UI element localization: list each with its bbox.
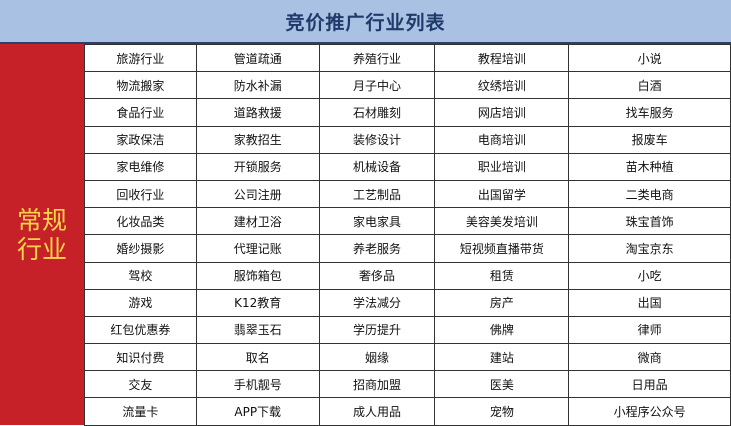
industry-cell: 建站 [434, 343, 570, 372]
category-column: 常规行业 [0, 44, 84, 425]
industry-cell: 招商加盟 [318, 370, 436, 399]
industry-cell: 小程序公众号 [568, 397, 731, 426]
industry-cell: 翡翠玉石 [195, 315, 320, 345]
industry-cell: 交友 [84, 370, 197, 399]
industry-cell: 报废车 [568, 125, 731, 154]
industry-cell: 婚纱摄影 [84, 234, 197, 263]
table-row: 交友 手机靓号 招商加盟 医美 日用品 [84, 370, 731, 399]
industry-cell: 游戏 [84, 288, 197, 317]
table-row: 知识付费 取名 姻缘 建站 微商 [84, 343, 731, 372]
industry-table: 旅游行业 管道疏通 养殖行业 教程培训 小说 物流搬家 防水补漏 月子中心 纹绣培训 白酒 食品行业… [84, 43, 731, 426]
table-row: 物流搬家 防水补漏 月子中心 纹绣培训 白酒 [84, 71, 731, 100]
table-row: 婚纱摄影 代理记账 养老服务 短视频直播带货 淘宝京东 [84, 234, 731, 263]
industry-cell: 出国 [568, 288, 731, 317]
industry-cell: 工艺制品 [318, 179, 436, 209]
industry-cell: 驾校 [84, 261, 197, 290]
industry-cell: 养殖行业 [318, 43, 436, 73]
industry-cell: K12教育 [195, 288, 320, 317]
industry-cell: 短视频直播带货 [434, 234, 570, 263]
industry-cell: 家电家具 [318, 207, 436, 236]
industry-cell: 建材卫浴 [195, 207, 320, 236]
industry-cell: 小吃 [568, 261, 731, 290]
industry-cell: 知识付费 [84, 343, 197, 372]
industry-cell: 房产 [434, 288, 570, 317]
industry-cell: 服饰箱包 [195, 261, 320, 290]
industry-cell: 宠物 [434, 397, 570, 426]
industry-cell: 律师 [568, 315, 731, 345]
industry-cell: 防水补漏 [195, 71, 320, 100]
industry-cell: 教程培训 [434, 43, 570, 73]
table-row: 家电维修 开锁服务 机械设备 职业培训 苗木种植 [84, 152, 731, 181]
table-row: 化妆品类 建材卫浴 家电家具 美容美发培训 珠宝首饰 [84, 207, 731, 236]
table-row: 驾校 服饰箱包 奢侈品 租赁 小吃 [84, 261, 731, 290]
industry-cell: 装修设计 [318, 125, 436, 154]
industry-cell: 医美 [434, 370, 570, 399]
industry-cell: 流量卡 [84, 397, 197, 426]
industry-cell: 机械设备 [318, 152, 436, 181]
industry-cell: APP下载 [195, 397, 320, 426]
table-row: 食品行业 道路救援 石材雕刻 网店培训 找车服务 [84, 98, 731, 127]
industry-cell: 出国留学 [434, 179, 570, 209]
industry-cell: 管道疏通 [195, 43, 320, 73]
industry-cell: 白酒 [568, 71, 731, 100]
table-row: 游戏 K12教育 学法减分 房产 出国 [84, 288, 731, 317]
industry-cell: 日用品 [568, 370, 731, 399]
table-row: 红包优惠券 翡翠玉石 学历提升 佛牌 律师 [84, 315, 731, 345]
industry-cell: 代理记账 [195, 234, 320, 263]
table-header: 竞价推广行业列表 [0, 0, 731, 44]
industry-cell: 美容美发培训 [434, 207, 570, 236]
industry-cell: 家政保洁 [84, 125, 197, 154]
industry-cell: 月子中心 [318, 71, 436, 100]
industry-cell: 佛牌 [434, 315, 570, 345]
industry-cell: 纹绣培训 [434, 71, 570, 100]
industry-cell: 道路救援 [195, 98, 320, 127]
industry-cell: 珠宝首饰 [568, 207, 731, 236]
industry-cell: 化妆品类 [84, 207, 197, 236]
category-label: 常规行业 [16, 205, 67, 264]
industry-cell: 家电维修 [84, 152, 197, 181]
industry-cell: 石材雕刻 [318, 98, 436, 127]
industry-cell: 手机靓号 [195, 370, 320, 399]
table-row: 旅游行业 管道疏通 养殖行业 教程培训 小说 [84, 43, 731, 73]
industry-cell: 养老服务 [318, 234, 436, 263]
industry-cell: 苗木种植 [568, 152, 731, 181]
industry-cell: 姻缘 [318, 343, 436, 372]
industry-cell: 职业培训 [434, 152, 570, 181]
table-row: 回收行业 公司注册 工艺制品 出国留学 二类电商 [84, 179, 731, 209]
industry-cell: 电商培训 [434, 125, 570, 154]
table-row: 家政保洁 家教招生 装修设计 电商培训 报废车 [84, 125, 731, 154]
page-title: 竞价推广行业列表 [285, 11, 446, 34]
table-row: 流量卡 APP下载 成人用品 宠物 小程序公众号 [84, 397, 731, 426]
industry-cell: 租赁 [434, 261, 570, 290]
industry-cell: 取名 [195, 343, 320, 372]
industry-cell: 红包优惠券 [84, 315, 197, 345]
industry-cell: 小说 [568, 43, 731, 73]
industry-cell: 找车服务 [568, 98, 731, 127]
industry-cell: 家教招生 [195, 125, 320, 154]
industry-cell: 学法减分 [318, 288, 436, 317]
industry-cell: 淘宝京东 [568, 234, 731, 263]
industry-cell: 物流搬家 [84, 71, 197, 100]
industry-cell: 成人用品 [318, 397, 436, 426]
industry-cell: 网店培训 [434, 98, 570, 127]
industry-cell: 微商 [568, 343, 731, 372]
industry-cell: 食品行业 [84, 98, 197, 127]
industry-cell: 奢侈品 [318, 261, 436, 290]
industry-cell: 学历提升 [318, 315, 436, 345]
industry-cell: 回收行业 [84, 179, 197, 209]
industry-cell: 公司注册 [195, 179, 320, 209]
industry-cell: 旅游行业 [84, 43, 197, 73]
industry-cell: 开锁服务 [195, 152, 320, 181]
industry-cell: 二类电商 [568, 179, 731, 209]
